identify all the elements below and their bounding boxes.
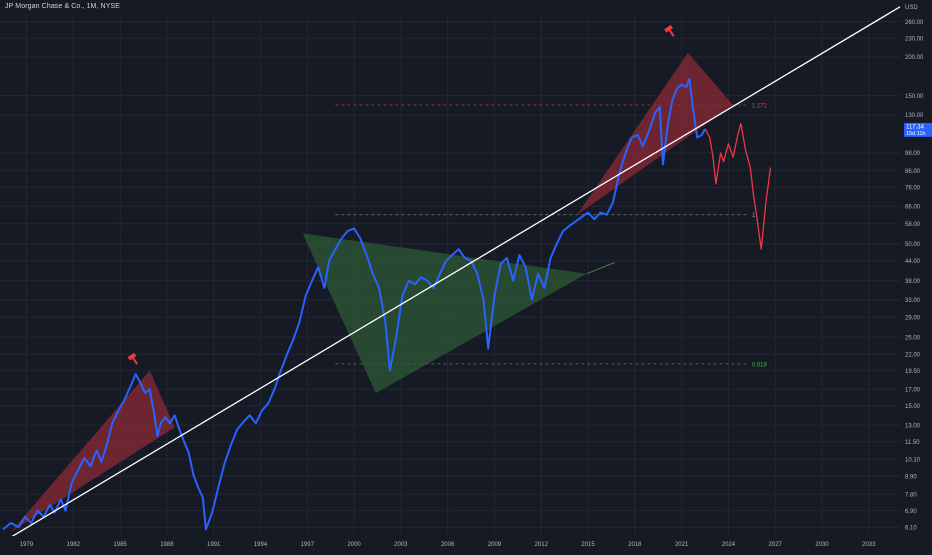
x-tick-label: 2006 — [441, 542, 455, 548]
x-tick-label: 1982 — [67, 542, 81, 548]
x-tick-label: 2021 — [675, 542, 689, 548]
y-tick-label: 13.00 — [905, 423, 921, 429]
x-tick-label: 1997 — [301, 542, 315, 548]
x-tick-label: 2024 — [722, 542, 736, 548]
green-triangle-extension — [586, 262, 615, 275]
x-tick-label: 2009 — [488, 542, 502, 548]
time-axis — [0, 536, 932, 550]
y-tick-label: 10.10 — [905, 457, 921, 463]
y-tick-label: 98.00 — [905, 151, 921, 157]
y-tick-label: 11.50 — [905, 440, 920, 446]
y-tick-label: 33.00 — [905, 298, 921, 304]
y-tick-label: 66.00 — [905, 205, 921, 211]
red-triangle-pattern — [577, 52, 734, 215]
y-tick-label: 130.00 — [905, 113, 924, 119]
projection-line — [704, 122, 772, 250]
y-tick-label: 200.00 — [905, 55, 924, 61]
y-tick-label: 17.00 — [905, 387, 921, 393]
fib-level-label: 0.618 — [752, 362, 768, 368]
y-tick-label: 15.00 — [905, 404, 921, 410]
price-line — [2, 77, 706, 531]
x-tick-label: 2018 — [628, 542, 642, 548]
y-tick-label: 44.00 — [905, 259, 921, 265]
symbol-title: JP Morgan Chase & Co., 1M, NYSE — [5, 3, 121, 10]
y-tick-label: 150.00 — [905, 94, 924, 100]
y-tick-label: 25.00 — [905, 335, 921, 341]
y-tick-label: 19.50 — [905, 369, 921, 375]
y-tick-label: 50.00 — [905, 242, 921, 248]
long-term-trendline — [0, 6, 901, 545]
x-tick-label: 2012 — [535, 542, 549, 548]
green-triangle-pattern — [302, 233, 587, 394]
red-triangle-pattern — [10, 370, 175, 532]
x-tick-label: 2030 — [815, 542, 829, 548]
y-tick-label: 86.00 — [905, 169, 921, 175]
x-tick-label: 2033 — [862, 542, 876, 548]
y-tick-label: 58.00 — [905, 222, 921, 228]
x-tick-label: 1979 — [20, 542, 34, 548]
y-tick-label: 6.10 — [905, 525, 917, 531]
last-price-label: 117.34 — [906, 124, 925, 130]
y-tick-label: 8.90 — [905, 474, 917, 480]
y-tick-label: 260.00 — [905, 20, 924, 26]
x-tick-label: 1991 — [207, 542, 221, 548]
hammer-icon — [127, 352, 138, 365]
x-tick-label: 1988 — [160, 542, 174, 548]
hammer-icon — [664, 24, 675, 37]
x-tick-label: 1985 — [113, 542, 127, 548]
y-tick-label: 6.90 — [905, 509, 917, 515]
y-tick-label: 38.00 — [905, 279, 921, 285]
y-tick-label: 7.80 — [905, 492, 917, 498]
last-price-badge — [904, 122, 932, 137]
fib-level-label: 1.272 — [752, 103, 768, 109]
x-tick-label: 1994 — [254, 542, 268, 548]
x-tick-label: 2015 — [581, 542, 595, 548]
x-tick-label: 2000 — [347, 542, 361, 548]
x-tick-label: 2027 — [769, 542, 783, 548]
fib-level-label: 1 — [752, 213, 756, 219]
y-tick-label: 76.00 — [905, 185, 921, 191]
y-tick-label: 230.00 — [905, 36, 924, 42]
x-tick-label: 2003 — [394, 542, 408, 548]
bar-countdown-label: 15d 11h — [906, 131, 925, 137]
y-tick-label: 29.00 — [905, 315, 921, 321]
y-tick-label: 22.00 — [905, 353, 921, 359]
price-axis — [904, 0, 932, 550]
currency-label: USD — [905, 5, 918, 11]
